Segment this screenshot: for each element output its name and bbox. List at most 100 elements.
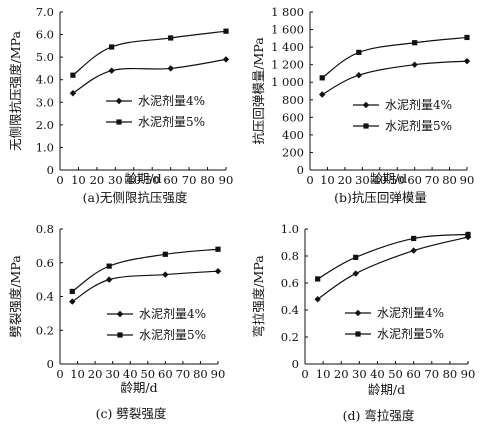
legend-label-2: 水泥剂量5% (377, 326, 444, 341)
x-tick-label: 20 (334, 367, 349, 381)
series-line-2 (317, 233, 469, 280)
legend: 水泥剂量4% 水泥剂量5% (107, 306, 206, 342)
y-tick-label: 0.6 (36, 256, 54, 270)
y-tick-label: 0.2 (281, 330, 299, 344)
series-2-point (353, 254, 359, 260)
series-line-2 (321, 36, 468, 79)
x-tick-label: 10 (70, 367, 85, 381)
series-2-point (70, 72, 76, 78)
x-tick-label: 40 (370, 367, 385, 381)
x-tick-label: 0 (56, 367, 63, 381)
y-tick-label: 0.2 (36, 323, 54, 337)
legend-marker (115, 97, 123, 105)
x-tick-label: 20 (88, 367, 103, 381)
x-tick-label: 10 (316, 367, 331, 381)
legend-marker (355, 331, 361, 337)
panel-caption: (a)无侧限抗压强度 (83, 190, 188, 205)
series-2-point (162, 251, 168, 257)
y-tick-label: 1 200 (271, 58, 304, 72)
legend-label-1: 水泥剂量4% (139, 306, 206, 321)
x-tick-label: 80 (200, 173, 215, 187)
x-tick-label: 90 (461, 367, 476, 381)
y-tick-label: 0 (292, 357, 299, 371)
y-axis-title: 弯拉强度/MPa (251, 255, 266, 338)
series-1-point (410, 247, 417, 254)
series-2-point (223, 28, 229, 34)
legend: 水泥剂量4% 水泥剂量5% (353, 97, 452, 133)
series-line-1 (317, 236, 469, 300)
x-tick-label: 70 (176, 367, 191, 381)
series-1-point (463, 57, 471, 65)
x-tick-label: 50 (140, 367, 155, 381)
series-1-point (314, 296, 321, 303)
series-1-point (355, 72, 363, 79)
series-2-point (356, 49, 362, 55)
series-1-point (411, 61, 418, 68)
series-2-point (465, 231, 471, 237)
y-tick-label: 1 600 (271, 23, 304, 37)
x-tick-label: 60 (163, 173, 178, 187)
series-2-point (412, 40, 418, 46)
y-tick-label: 6.0 (36, 28, 54, 42)
x-tick-label: 50 (145, 173, 160, 187)
x-tick-label: 60 (158, 367, 173, 381)
x-tick-label: 80 (193, 367, 208, 381)
legend-marker (116, 310, 124, 318)
y-tick-label: 600 (282, 110, 304, 124)
x-axis-title: 龄期/d (120, 380, 157, 395)
y-tick-label: 0 (297, 163, 304, 177)
legend-label-2: 水泥剂量5% (138, 114, 205, 129)
y-axis-title: 劈裂强度/MPa (8, 255, 23, 338)
series-1-point (319, 91, 326, 98)
y-tick-label: 7.0 (36, 5, 54, 19)
legend-label-2: 水泥剂量5% (139, 327, 206, 342)
x-tick-label: 60 (407, 173, 422, 187)
y-axis-title: 无侧限抗压强度/MPa (8, 31, 23, 151)
y-tick-label: 0 (47, 163, 54, 177)
y-tick-label: 5.0 (36, 50, 54, 64)
series-line-1 (72, 58, 227, 94)
legend-label-1: 水泥剂量4% (385, 97, 452, 112)
series-2-point (215, 246, 221, 252)
y-tick-label: 1.0 (281, 222, 299, 236)
y-tick-label: 200 (282, 145, 304, 159)
legend-marker (354, 309, 362, 317)
x-tick-label: 70 (424, 367, 439, 381)
series-2-point (69, 288, 75, 295)
legend: 水泥剂量4% 水泥剂量5% (345, 305, 444, 341)
x-tick-label: 10 (320, 173, 335, 187)
panel-caption: (b)抗压回弹模量 (334, 190, 427, 205)
legend-label-1: 水泥剂量4% (138, 93, 205, 108)
x-tick-label: 0 (56, 173, 63, 187)
series-line-2 (71, 248, 219, 292)
legend-label-1: 水泥剂量4% (377, 305, 444, 320)
series-2-point (411, 235, 417, 242)
x-tick-label: 30 (352, 367, 367, 381)
y-tick-label: 0.4 (36, 290, 54, 304)
x-tick-label: 0 (306, 173, 313, 187)
y-tick-label: 2.0 (36, 118, 54, 132)
y-tick-label: 0.8 (36, 222, 54, 236)
series-1-point (352, 270, 359, 277)
x-tick-label: 0 (301, 367, 308, 381)
y-tick-label: 3.0 (36, 95, 54, 109)
series-2-point (319, 75, 325, 81)
series-1-point (69, 298, 76, 305)
series-1-point (108, 67, 115, 74)
y-tick-label: 0.6 (281, 276, 299, 290)
x-axis-title: 龄期/d (368, 382, 405, 397)
y-tick-label: 1.0 (36, 140, 54, 154)
series-2-point (109, 44, 115, 50)
x-tick-label: 50 (390, 173, 405, 187)
series-1-point (214, 267, 222, 275)
y-tick-label: 1 400 (271, 40, 304, 54)
y-tick-label: 1 800 (271, 5, 304, 19)
x-tick-label: 10 (71, 173, 86, 187)
x-tick-label: 70 (182, 173, 197, 187)
series-2-point (315, 276, 321, 282)
legend-marker (362, 101, 370, 109)
series-2-point (106, 263, 112, 269)
series-line-2 (72, 30, 227, 76)
x-tick-label: 30 (108, 173, 123, 187)
